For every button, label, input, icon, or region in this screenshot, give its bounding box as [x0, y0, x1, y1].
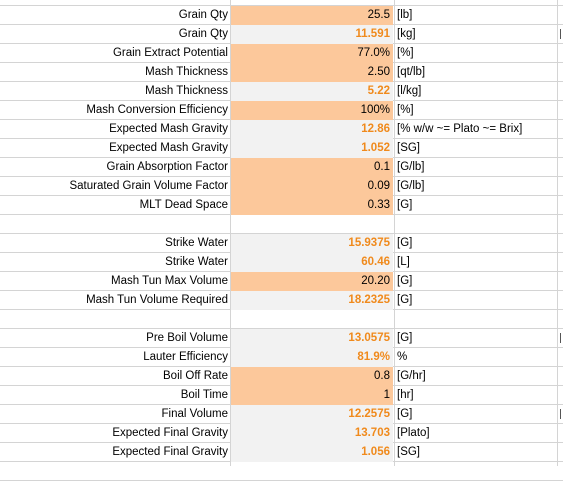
label-cell[interactable]: Mash Thickness [145, 85, 228, 97]
calculated-value-cell[interactable]: 11.591 [231, 25, 393, 44]
unit-cell[interactable]: [l/kg] [397, 85, 422, 97]
overflow-cell-edge [558, 405, 563, 424]
unit-cell[interactable]: [% w/w ~= Plato ~= Brix] [397, 123, 523, 135]
calculated-value-cell[interactable]: 12.86 [231, 120, 393, 139]
label-cell[interactable]: Final Volume [161, 408, 228, 420]
input-value-cell[interactable]: 2.50 [231, 63, 393, 82]
label-cell[interactable]: Strike Water [165, 256, 228, 268]
label-cell[interactable]: Boil Off Rate [163, 370, 228, 382]
calculated-value-cell[interactable]: 13.0575 [231, 329, 393, 348]
overflow-cell-edge [558, 329, 563, 348]
calculated-value-cell[interactable]: 1.056 [231, 443, 393, 462]
unit-cell[interactable]: [G] [397, 408, 413, 420]
input-value-cell[interactable]: 25.5 [231, 6, 393, 25]
unit-cell[interactable]: [G] [397, 332, 413, 344]
calculated-value-cell[interactable]: 15.9375 [231, 234, 393, 253]
label-cell[interactable]: Grain Extract Potential [112, 47, 228, 59]
unit-cell[interactable]: [Plato] [397, 427, 430, 439]
label-cell[interactable]: Mash Conversion Efficiency [86, 104, 228, 116]
input-value-cell[interactable]: 100% [231, 101, 393, 120]
row-gridline [0, 328, 563, 329]
label-cell[interactable]: Pre Boil Volume [146, 332, 228, 344]
unit-cell[interactable]: [G/hr] [397, 370, 426, 382]
label-cell[interactable]: Grain Qty [178, 9, 228, 21]
unit-cell[interactable]: [SG] [397, 142, 421, 154]
label-cell[interactable]: Expected Mash Gravity [109, 123, 228, 135]
unit-cell[interactable]: [G] [397, 275, 413, 287]
unit-cell[interactable]: [%] [397, 47, 414, 59]
unit-cell[interactable]: [G] [397, 199, 413, 211]
calculated-value-cell[interactable]: 18.2325 [231, 291, 393, 310]
calculated-value-cell[interactable]: 1.052 [231, 139, 393, 158]
calculated-value-cell[interactable]: 60.46 [231, 253, 393, 272]
label-cell[interactable]: Grain Absorption Factor [106, 161, 228, 173]
label-cell[interactable]: Mash Tun Volume Required [86, 294, 228, 306]
label-cell[interactable]: Strike Water [165, 237, 228, 249]
unit-cell[interactable]: [qt/lb] [397, 66, 426, 78]
label-cell[interactable]: Grain Qty [178, 28, 228, 40]
label-cell[interactable]: Expected Final Gravity [112, 446, 228, 458]
label-cell[interactable]: Boil Time [180, 389, 228, 401]
input-value-cell[interactable]: 1 [231, 386, 393, 405]
unit-cell[interactable]: [kg] [397, 28, 416, 40]
calculated-value-cell[interactable]: 5.22 [231, 82, 393, 101]
calculated-value-cell[interactable]: 13.703 [231, 424, 393, 443]
unit-cell[interactable]: [G] [397, 237, 413, 249]
label-cell[interactable]: Mash Thickness [145, 66, 228, 78]
label-cell[interactable]: Lauter Efficiency [143, 351, 228, 363]
input-value-cell[interactable]: 0.09 [231, 177, 393, 196]
unit-cell[interactable]: % [397, 351, 408, 363]
calculated-value-cell[interactable]: 12.2575 [231, 405, 393, 424]
unit-cell[interactable]: [G/lb] [397, 180, 425, 192]
label-cell[interactable]: Saturated Grain Volume Factor [69, 180, 228, 192]
unit-cell[interactable]: [hr] [397, 389, 414, 401]
label-cell[interactable]: MLT Dead Space [139, 199, 228, 211]
unit-cell[interactable]: [%] [397, 104, 414, 116]
overflow-cell-edge [558, 25, 563, 44]
label-cell[interactable]: Expected Mash Gravity [109, 142, 228, 154]
row-gridline [0, 233, 563, 234]
input-value-cell[interactable]: 0.33 [231, 196, 393, 215]
input-value-cell[interactable]: 0.8 [231, 367, 393, 386]
unit-cell[interactable]: [G] [397, 294, 413, 306]
unit-cell[interactable]: [G/lb] [397, 161, 425, 173]
label-cell[interactable]: Mash Tun Max Volume [111, 275, 228, 287]
calculated-value-cell[interactable]: 81.9% [231, 348, 393, 367]
unit-cell[interactable]: [SG] [397, 446, 421, 458]
input-value-cell[interactable]: 20.20 [231, 272, 393, 291]
label-cell[interactable]: Expected Final Gravity [112, 427, 228, 439]
unit-cell[interactable]: [L] [397, 256, 410, 268]
input-value-cell[interactable]: 77.0% [231, 44, 393, 63]
unit-cell[interactable]: [lb] [397, 9, 413, 21]
input-value-cell[interactable]: 0.1 [231, 158, 393, 177]
row-gridline [0, 5, 563, 6]
